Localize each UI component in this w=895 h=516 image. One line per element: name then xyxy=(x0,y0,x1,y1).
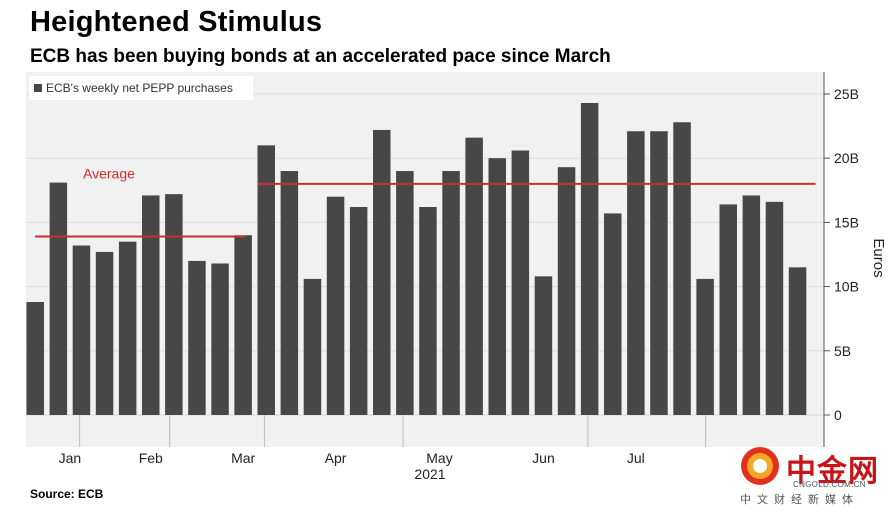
bar xyxy=(419,206,437,415)
bar xyxy=(719,204,737,415)
bar xyxy=(142,195,160,415)
chart-subtitle: ECB has been buying bonds at an accelera… xyxy=(30,46,611,67)
watermark-url: CNGOLD.COM.CN xyxy=(793,480,866,489)
x-tick-label: Feb xyxy=(139,450,163,466)
bar xyxy=(349,206,368,415)
legend-label: ECB's weekly net PEPP purchases xyxy=(46,81,233,95)
bar xyxy=(511,150,530,415)
bar xyxy=(788,267,807,415)
x-tick-label: Jun xyxy=(532,450,555,466)
y-tick-label: 20B xyxy=(834,150,859,166)
watermark-name: 中金网 xyxy=(786,455,879,488)
bar xyxy=(580,102,599,415)
x-tick-label: May xyxy=(426,450,452,466)
legend-swatch xyxy=(34,84,42,92)
bar xyxy=(627,131,645,415)
x-tick-label: Apr xyxy=(325,450,347,466)
bar xyxy=(234,235,252,415)
legend: ECB's weekly net PEPP purchases xyxy=(29,76,253,100)
y-tick-label: 15B xyxy=(834,214,859,230)
bar xyxy=(257,145,275,416)
y-tick-label: 25B xyxy=(834,86,859,102)
bar xyxy=(49,182,68,415)
y-tick-label: 10B xyxy=(834,279,859,295)
bar xyxy=(650,131,668,415)
bar xyxy=(211,263,229,415)
bar xyxy=(604,213,622,415)
bar xyxy=(442,171,460,415)
bar xyxy=(673,122,691,416)
watermark-logo xyxy=(741,447,779,485)
bar xyxy=(303,278,322,415)
bar xyxy=(765,201,784,415)
bar xyxy=(72,245,91,415)
bar xyxy=(696,278,714,415)
bar xyxy=(465,137,483,415)
source-note: Source: ECB xyxy=(30,487,104,501)
bar xyxy=(26,302,44,415)
bar xyxy=(396,171,414,415)
bar xyxy=(534,276,553,415)
x-tick-label: Jan xyxy=(59,450,82,466)
bar xyxy=(95,251,114,415)
bar xyxy=(280,171,299,415)
bar xyxy=(118,241,137,415)
x-tick-label: Jul xyxy=(627,450,645,466)
y-tick-label: 5B xyxy=(834,343,851,359)
chart-title: Heightened Stimulus xyxy=(30,6,323,38)
x-tick-label: Mar xyxy=(231,450,255,466)
legend-box xyxy=(29,76,253,100)
bar xyxy=(165,194,183,415)
watermark-tagline: 中文财经新媒体 xyxy=(740,494,859,506)
year-label: 2021 xyxy=(414,466,445,482)
bar xyxy=(557,167,576,415)
average-label: Average xyxy=(83,166,135,182)
y-tick-label: 0 xyxy=(834,407,842,423)
bar xyxy=(373,129,391,415)
bar xyxy=(188,260,206,415)
bar xyxy=(488,158,506,415)
bar xyxy=(742,195,761,415)
bar xyxy=(326,196,345,415)
y-axis-label: Euros xyxy=(870,238,887,277)
